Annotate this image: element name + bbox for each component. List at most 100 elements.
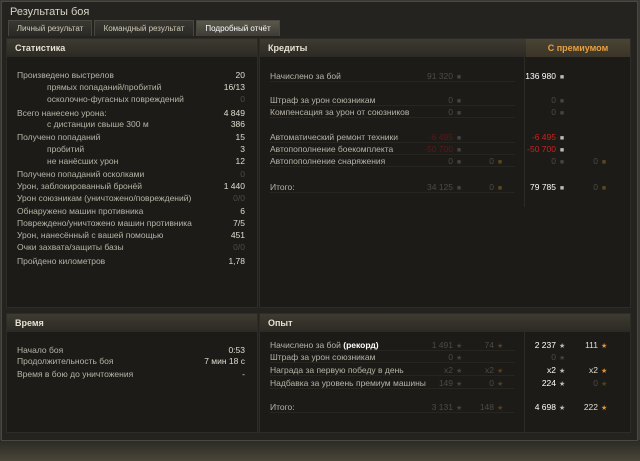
free-xp-star-cell: 74 ★ <box>484 340 504 352</box>
silver-coin-cell: 0 ■ <box>551 107 565 119</box>
stat-value: 15 <box>235 132 245 142</box>
stat-row: Произведено выстрелов 20 <box>17 70 245 81</box>
cell-value: -6 495 <box>428 132 453 142</box>
row-separator <box>270 166 515 167</box>
xp-label: Штраф за урон союзникам <box>270 352 375 363</box>
stat-label: Повреждено/уничтожено машин противника <box>17 218 192 228</box>
stat-label: Получено попаданий <box>17 132 101 142</box>
stat-value: 16/13 <box>223 82 245 92</box>
credit-label: Штраф за урон союзникам <box>270 95 376 105</box>
cell-value: 0 <box>551 95 556 105</box>
cell-value: 222 <box>583 402 598 412</box>
tab-detailed[interactable]: Подробный отчёт <box>196 20 280 36</box>
time-panel: Время Начало боя 0:53 Продолжительность бо… <box>6 313 258 433</box>
free-xp-star-icon: ★ <box>497 381 504 388</box>
star-cell: 0 ★ <box>551 352 565 364</box>
stat-label: Урон, заблокированный бронёй <box>17 181 142 191</box>
time-value: 0:53 <box>228 345 245 355</box>
xp-label-text: Награда за первую победу в день <box>270 365 404 375</box>
cell-value: 74 <box>484 340 494 350</box>
cell-value: 2 237 <box>534 340 556 350</box>
cell-value: 224 <box>541 378 556 388</box>
credit-label: Компенсация за урон от союзников <box>270 107 410 117</box>
star-icon: ★ <box>559 405 566 412</box>
silver-coin-cell: 0 ■ <box>448 95 462 107</box>
time-label: Время в бою до уничтожения <box>17 369 134 379</box>
credit-row: Компенсация за урон от союзников 0 ■ 0 ■ <box>270 107 622 118</box>
row-separator <box>270 362 515 363</box>
stat-row: не нанёсших урон 12 <box>17 156 245 167</box>
gold-coin-icon: ■ <box>601 185 607 192</box>
cell-value: 0 <box>448 107 453 117</box>
time-value: 7 мин 18 с <box>204 356 245 366</box>
stat-row: Урон союзникам (уничтожено/повреждений) 0… <box>17 193 245 204</box>
stat-label: Всего нанесено урона: <box>17 108 107 118</box>
stat-value: 451 <box>230 230 245 240</box>
xp-row: Надбавка за уровень премиум машины 149 ★ 0 ★… <box>270 378 622 389</box>
stat-value: 0 <box>240 169 245 179</box>
stat-label: Урон, нанесённый с вашей помощью <box>17 230 164 240</box>
free-xp-star-icon: ★ <box>497 405 504 412</box>
silver-coin-cell: 0 ■ <box>551 95 565 107</box>
cell-value: 0 <box>551 352 556 362</box>
free-xp-star-cell: 111 ★ <box>585 340 607 352</box>
star-cell: 2 237 ★ <box>534 340 566 352</box>
cell-value: 0 <box>448 95 453 105</box>
silver-coin-icon: ■ <box>559 74 565 81</box>
free-xp-star-cell: 148 ★ <box>480 402 503 414</box>
stat-row: Обнаружено машин противника 6 <box>17 206 245 217</box>
silver-coin-icon: ■ <box>456 147 462 154</box>
stat-label: с дистанции свыше 300 м <box>47 119 149 129</box>
credits-header: Кредиты С премиумом <box>260 39 630 57</box>
stat-value: 1 440 <box>223 181 245 191</box>
stat-label: пробитий <box>47 144 85 154</box>
cell-value: 148 <box>479 402 494 412</box>
credit-row: Начислено за бой 91 320 ■ 136 980 ■ <box>270 71 622 82</box>
row-separator <box>270 412 515 413</box>
tab-team[interactable]: Командный результат <box>94 20 194 36</box>
cell-value: -6 495 <box>531 132 556 142</box>
silver-coin-icon: ■ <box>456 110 462 117</box>
stats-panel: Статистика Произведено выстрелов 20 прямых… <box>6 38 258 308</box>
credit-label: Автоматический ремонт техники <box>270 132 399 142</box>
row-separator <box>270 117 515 118</box>
stat-label: Очки захвата/защиты базы <box>17 242 124 252</box>
free-xp-star-icon: ★ <box>601 343 608 350</box>
time-row: Продолжительность боя 7 мин 18 с <box>17 356 245 367</box>
star-icon: ★ <box>559 368 566 375</box>
row-separator <box>270 350 515 351</box>
stat-value: 1,78 <box>228 256 245 266</box>
star-cell: 4 698 ★ <box>535 402 566 414</box>
stat-value: 7/5 <box>233 218 245 228</box>
cell-value: 0 <box>593 156 598 166</box>
star-cell: 0 ★ <box>448 352 462 364</box>
tab-personal[interactable]: Личный результат <box>8 20 92 36</box>
time-row: Время в бою до уничтожения - <box>17 369 245 380</box>
xp-row: Начислено за бой (рекорд) 1 491 ★ 74 ★ 2 237 ★… <box>270 340 622 351</box>
row-separator <box>270 192 515 193</box>
free-xp-star-icon: ★ <box>497 368 504 375</box>
silver-coin-cell: -6 495 ■ <box>429 132 462 144</box>
cell-value: 1 491 <box>431 340 453 350</box>
time-header: Время <box>7 314 257 332</box>
stat-row: Пройдено километров 1,78 <box>17 256 245 267</box>
row-separator <box>270 142 515 143</box>
star-cell: 3 131 ★ <box>432 402 463 414</box>
credits-panel: Кредиты С премиумом Начислено за бой 91 3… <box>259 38 631 308</box>
credit-label: Автопополнение боекомплекта <box>270 144 394 154</box>
stat-row: Получено попаданий осколками 0 <box>17 169 245 180</box>
credit-row: Автопополнение снаряжения 0 ■ 0 ■ 0 ■ 0 ■ <box>270 156 622 167</box>
free-xp-star-cell: x2 ★ <box>485 365 503 377</box>
xp-label-text: Итого: <box>270 402 295 412</box>
window-title: Результаты боя <box>10 6 90 18</box>
silver-coin-cell: 0 ■ <box>551 156 565 168</box>
stat-value: 0 <box>240 94 245 104</box>
silver-coin-icon: ■ <box>456 185 462 192</box>
column-divider <box>524 332 525 432</box>
cell-value: 0 <box>448 352 453 362</box>
silver-coin-cell: -50 700 ■ <box>527 144 565 156</box>
time-label: Начало боя <box>17 345 64 355</box>
free-xp-star-icon: ★ <box>601 381 608 388</box>
free-xp-star-icon: ★ <box>497 343 504 350</box>
credit-label: Начислено за бой <box>270 71 341 81</box>
